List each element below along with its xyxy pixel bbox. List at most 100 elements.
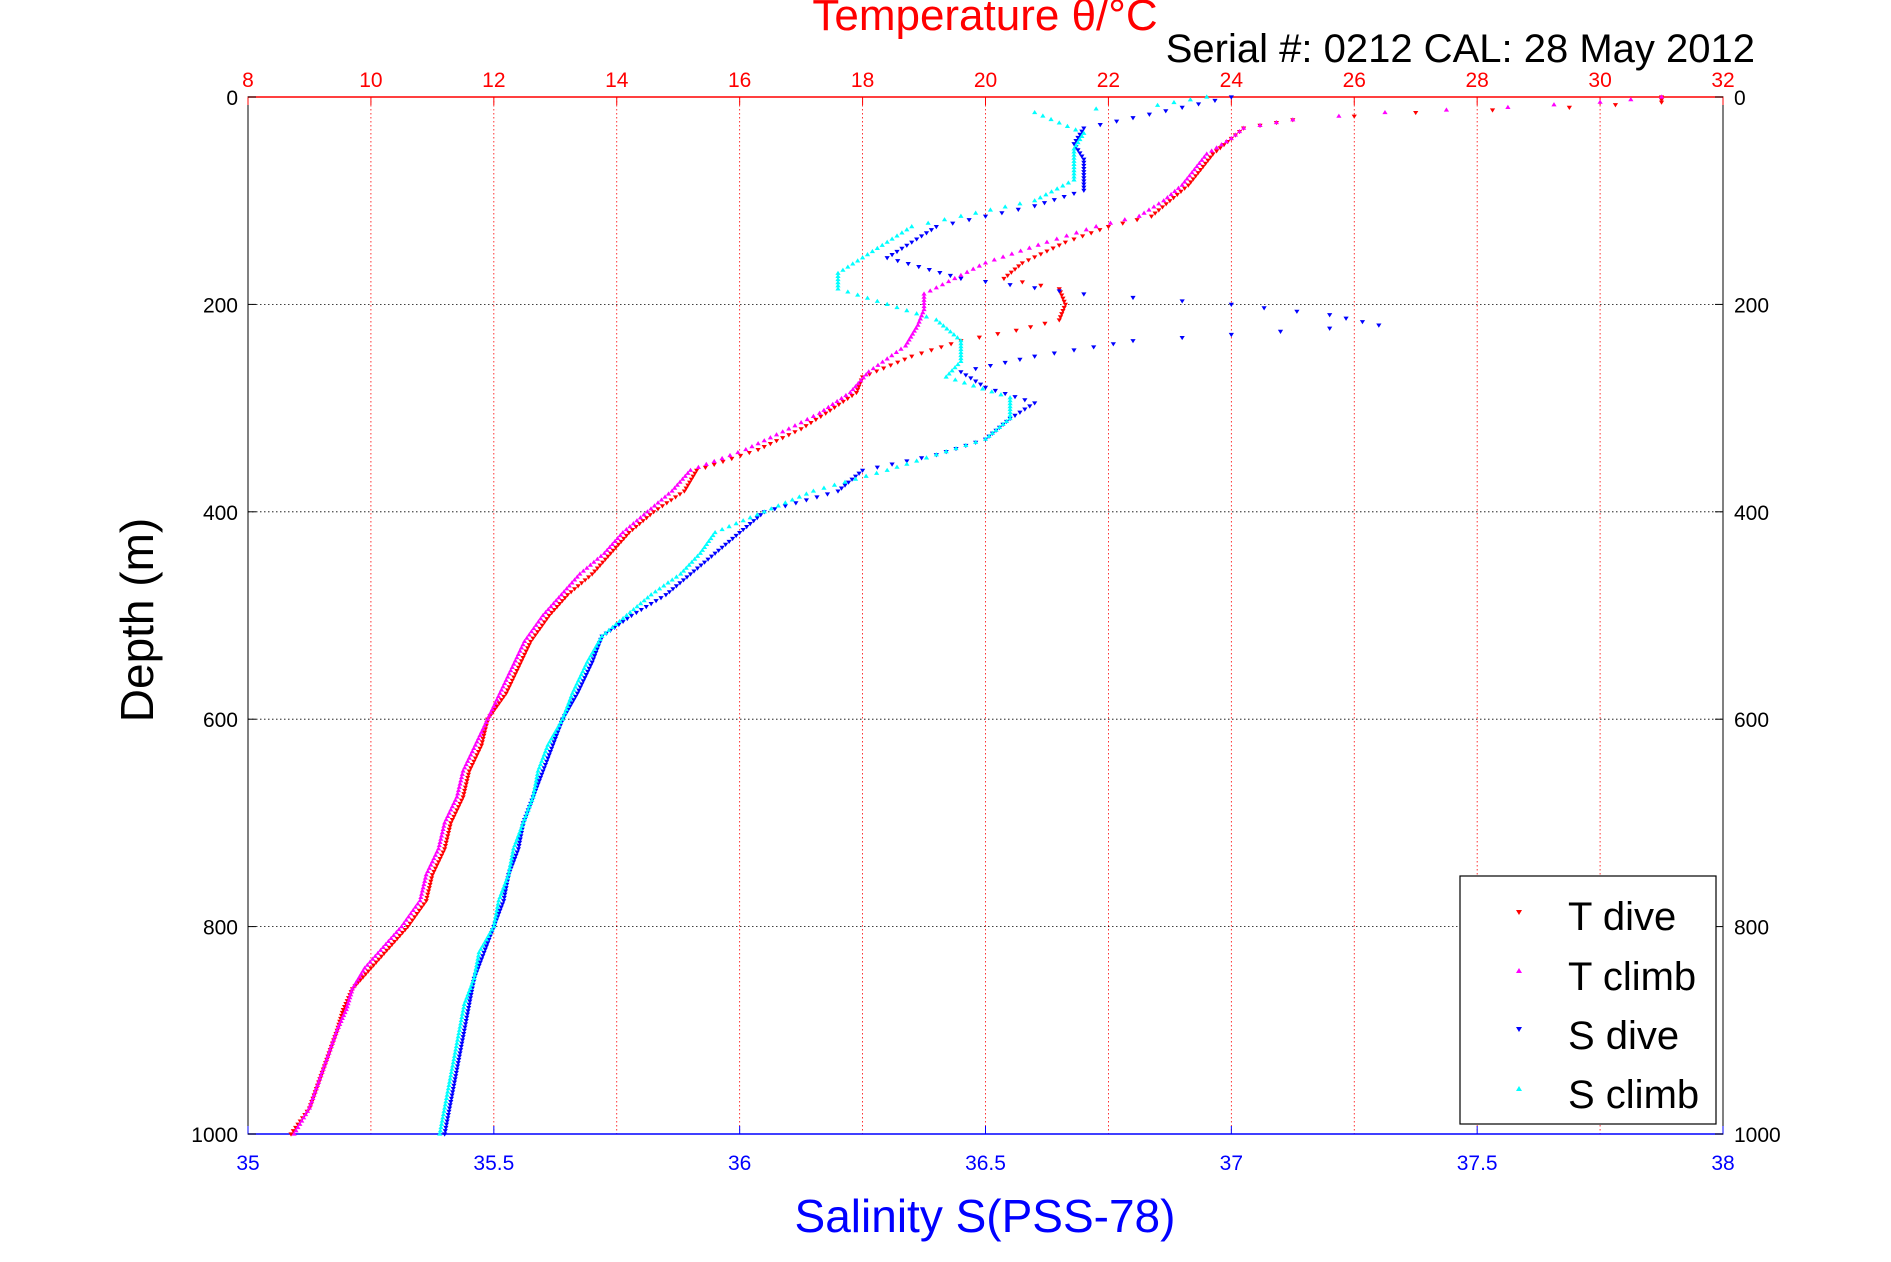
data-point xyxy=(448,1073,454,1078)
data-point xyxy=(1168,191,1174,197)
data-point xyxy=(1079,129,1085,134)
data-point xyxy=(495,693,502,699)
data-point xyxy=(477,732,483,738)
data-point xyxy=(691,569,697,574)
data-point xyxy=(958,276,964,282)
data-point xyxy=(674,482,680,487)
data-point xyxy=(1000,421,1006,426)
data-point xyxy=(1019,261,1025,266)
data-point xyxy=(514,836,520,841)
data-point xyxy=(656,586,663,591)
data-point xyxy=(497,894,503,900)
data-point xyxy=(860,375,867,380)
data-point xyxy=(767,435,773,440)
data-point xyxy=(564,703,571,708)
data-point xyxy=(1026,245,1032,250)
data-point xyxy=(949,368,955,373)
data-point xyxy=(814,495,820,500)
legend-label-s-climb: S climb xyxy=(1568,1073,1699,1117)
legend-marker-t-climb xyxy=(1516,968,1522,973)
data-point xyxy=(995,332,1001,337)
data-point xyxy=(889,253,895,258)
data-point xyxy=(628,613,635,619)
data-point xyxy=(1075,148,1081,153)
data-point xyxy=(1000,254,1006,259)
data-point xyxy=(1037,195,1043,200)
data-point xyxy=(463,761,469,767)
data-point xyxy=(602,557,608,562)
data-point xyxy=(318,1073,324,1078)
data-point xyxy=(443,1095,450,1100)
data-point xyxy=(1013,328,1019,333)
data-point xyxy=(1081,126,1087,131)
data-point xyxy=(755,447,761,453)
data-point xyxy=(737,530,743,536)
data-point xyxy=(584,659,590,664)
data-point xyxy=(869,248,876,254)
data-point xyxy=(471,745,477,750)
data-point xyxy=(496,898,502,903)
data-point xyxy=(434,863,440,868)
data-point xyxy=(525,807,531,812)
data-point xyxy=(1232,132,1239,137)
data-point xyxy=(952,275,958,281)
data-point xyxy=(1205,158,1211,163)
data-point xyxy=(684,575,690,580)
data-point xyxy=(670,587,676,592)
data-point xyxy=(616,622,622,627)
data-point xyxy=(478,946,484,951)
data-point xyxy=(493,911,499,916)
data-point xyxy=(505,872,512,877)
data-point xyxy=(473,966,479,971)
data-point xyxy=(389,942,395,947)
data-point xyxy=(951,332,957,337)
data-point xyxy=(835,270,841,275)
data-point xyxy=(577,675,583,680)
data-point xyxy=(1612,103,1619,108)
data-point xyxy=(1071,177,1077,182)
data-point xyxy=(509,664,515,669)
data-point xyxy=(523,649,529,654)
top-tick-label: 28 xyxy=(1465,69,1488,92)
data-point xyxy=(1097,228,1103,233)
data-point xyxy=(1213,149,1220,154)
data-point xyxy=(1081,292,1087,297)
data-point xyxy=(544,759,550,764)
data-point xyxy=(440,850,446,855)
data-point xyxy=(608,551,614,556)
data-point xyxy=(370,963,377,968)
data-point xyxy=(443,817,449,822)
data-point xyxy=(451,1083,457,1088)
data-point xyxy=(1081,166,1087,172)
data-point xyxy=(1202,161,1209,166)
data-point xyxy=(1071,149,1077,154)
data-point xyxy=(537,761,544,767)
data-point xyxy=(803,424,809,429)
data-point xyxy=(1071,237,1077,242)
data-point xyxy=(682,473,688,478)
data-point xyxy=(1027,404,1033,409)
data-point xyxy=(466,1006,472,1011)
data-point xyxy=(435,846,442,851)
data-point xyxy=(445,1089,451,1094)
data-point xyxy=(442,843,449,849)
data-point xyxy=(923,455,930,460)
data-point xyxy=(944,326,950,331)
data-point xyxy=(1146,207,1152,212)
data-point xyxy=(472,972,478,977)
data-point xyxy=(560,716,566,721)
right-tick-label: 0 xyxy=(1734,87,1746,110)
data-point xyxy=(938,345,944,350)
data-point xyxy=(574,574,580,579)
data-point xyxy=(1032,109,1038,115)
data-point xyxy=(494,907,500,912)
data-point xyxy=(431,855,437,861)
data-point xyxy=(1188,180,1194,185)
legend-entry-t-climb: T climb xyxy=(1516,955,1696,999)
data-point xyxy=(464,995,470,1000)
data-point xyxy=(835,273,841,279)
data-point xyxy=(855,258,861,263)
data-point xyxy=(547,739,553,744)
data-point xyxy=(418,894,424,900)
data-point xyxy=(481,950,487,956)
